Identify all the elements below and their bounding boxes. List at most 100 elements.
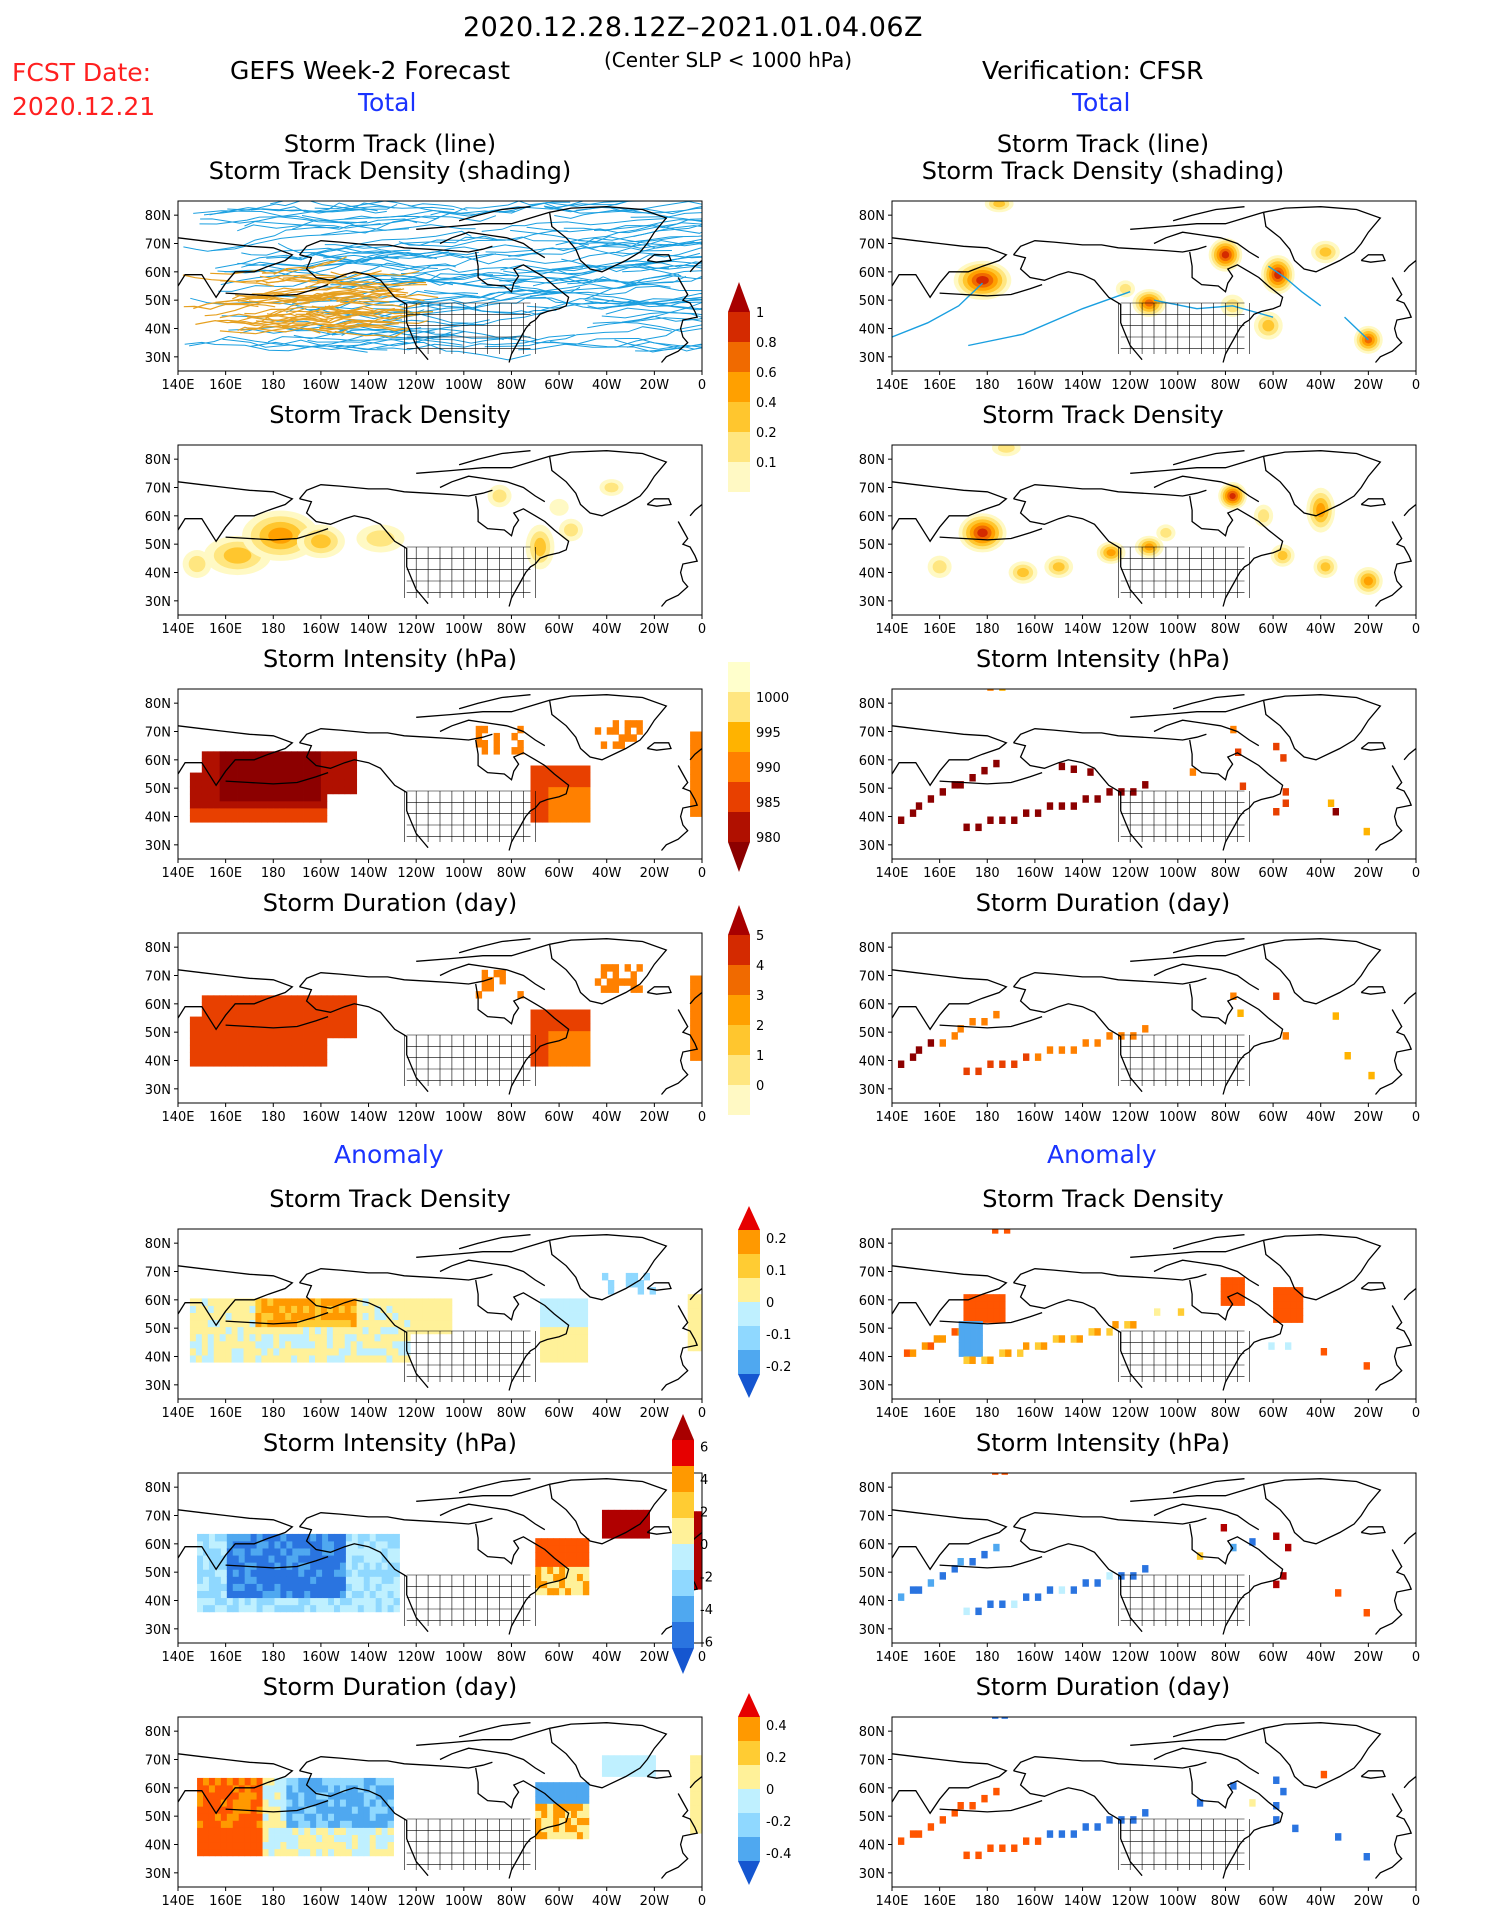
colorbar-duration-anom: 0.4 0.2 0 -0.2 -0.4: [728, 1673, 818, 1915]
lon-tick-label: 0: [698, 378, 706, 393]
lat-tick-label: 40N: [145, 1839, 171, 1854]
lat-tick-label: 40N: [859, 811, 885, 826]
lon-tick-label: 20W: [1354, 1406, 1384, 1421]
lon-tick-label: 120W: [397, 1406, 435, 1421]
lat-tick-label: 50N: [145, 294, 171, 309]
lon-tick-label: 120W: [1111, 1110, 1149, 1125]
right-track-title-density: Storm Track Density (shading): [921, 157, 1285, 185]
right-track-title-line: Storm Track (line): [996, 130, 1210, 158]
lon-tick-label: 140W: [350, 1406, 388, 1421]
lat-tick-label: 60N: [859, 510, 885, 525]
lon-tick-label: 40W: [1306, 622, 1336, 637]
lon-tick-label: 80W: [1211, 378, 1241, 393]
lat-tick-label: 80N: [145, 453, 171, 468]
lon-tick-label: 180: [261, 378, 286, 393]
lon-tick-label: 160E: [209, 378, 242, 393]
fcst-date-label: FCST Date:: [12, 58, 152, 87]
lon-tick-label: 20W: [640, 378, 670, 393]
lon-tick-label: 160W: [302, 622, 340, 637]
lon-tick-label: 160E: [209, 1110, 242, 1125]
lon-tick-label: 160W: [1016, 1894, 1054, 1909]
lon-tick-label: 180: [261, 1406, 286, 1421]
lon-tick-label: 80W: [497, 378, 527, 393]
lon-tick-label: 160W: [302, 866, 340, 881]
lat-tick-label: 30N: [145, 1379, 171, 1394]
lon-tick-label: 180: [975, 378, 1000, 393]
lat-tick-label: 50N: [859, 782, 885, 797]
lat-tick-label: 80N: [859, 941, 885, 956]
lon-tick-label: 160W: [1016, 1110, 1054, 1125]
lat-tick-label: 40N: [145, 1351, 171, 1366]
colorbar-tick-label: 985: [756, 796, 781, 811]
lon-tick-label: 0: [1412, 378, 1420, 393]
lon-tick-label: 120W: [397, 1110, 435, 1125]
colorbar-density-anom: 0.2 0.1 0 -0.1 -0.2: [728, 1186, 818, 1428]
lat-tick-label: 50N: [859, 1810, 885, 1825]
colorbar-tick-label: -0.4: [766, 1847, 791, 1862]
lat-tick-label: 30N: [145, 839, 171, 854]
colorbar-tick-label: -6: [700, 1636, 713, 1651]
colorbar-intensity-total: 1000 995 990 985 980: [718, 642, 808, 902]
lat-tick-label: 70N: [859, 238, 885, 253]
lat-tick-label: 70N: [145, 726, 171, 741]
lat-tick-label: 70N: [859, 1510, 885, 1525]
lat-tick-label: 50N: [145, 1026, 171, 1041]
forecast-period: 2020.12.28.12Z–2021.01.04.06Z: [463, 12, 924, 43]
colorbar-tick-label: 0.8: [756, 336, 777, 351]
colorbar-tick-label: -0.2: [766, 1815, 791, 1830]
lon-tick-label: 20W: [640, 1110, 670, 1125]
lat-tick-label: 50N: [145, 1322, 171, 1337]
lat-tick-label: 80N: [859, 453, 885, 468]
lat-tick-label: 80N: [145, 941, 171, 956]
lon-tick-label: 160E: [923, 378, 956, 393]
lon-tick-label: 40W: [592, 1650, 622, 1665]
map-left-density: 140E 160E 180 160W 140W 120W 100W 80W 60W 40W 20W 0…: [130, 437, 734, 647]
lon-tick-label: 0: [1412, 1894, 1420, 1909]
lon-tick-label: 140E: [875, 1110, 908, 1125]
lat-tick-label: 60N: [145, 998, 171, 1013]
lat-tick-label: 60N: [145, 754, 171, 769]
lon-tick-label: 140W: [1064, 1406, 1102, 1421]
lon-tick-label: 140W: [1064, 378, 1102, 393]
colorbar-tick-label: 2: [700, 1506, 708, 1521]
lon-tick-label: 140W: [350, 866, 388, 881]
lon-tick-label: 80W: [1211, 866, 1241, 881]
lon-tick-label: 160E: [209, 622, 242, 637]
colorbar-tick-label: 995: [756, 726, 781, 741]
lon-tick-label: 80W: [497, 1110, 527, 1125]
lon-tick-label: 40W: [1306, 866, 1336, 881]
lon-tick-label: 120W: [397, 1894, 435, 1909]
lon-tick-label: 20W: [640, 1406, 670, 1421]
colorbar-tick-label: 0.2: [756, 426, 777, 441]
colorbar-tick-label: 1: [756, 1049, 764, 1064]
lon-tick-label: 140E: [161, 378, 194, 393]
colorbar-tick-label: 5: [756, 929, 764, 944]
lon-tick-label: 140E: [875, 378, 908, 393]
fcst-date-value: 2020.12.21: [12, 92, 156, 121]
lon-tick-label: 40W: [1306, 1650, 1336, 1665]
lat-tick-label: 40N: [859, 1839, 885, 1854]
lon-tick-label: 160W: [302, 1110, 340, 1125]
lon-tick-label: 80W: [497, 1406, 527, 1421]
lat-tick-label: 80N: [145, 697, 171, 712]
lon-tick-label: 60W: [1258, 1406, 1288, 1421]
lon-tick-label: 60W: [1258, 1650, 1288, 1665]
lat-tick-label: 40N: [859, 567, 885, 582]
colorbar-tick-label: 0: [766, 1783, 774, 1798]
lon-tick-label: 160E: [923, 1110, 956, 1125]
lon-tick-label: 0: [1412, 1650, 1420, 1665]
lon-tick-label: 100W: [1159, 1650, 1197, 1665]
lon-tick-label: 120W: [1111, 1894, 1149, 1909]
lat-tick-label: 40N: [145, 323, 171, 338]
lat-tick-label: 60N: [145, 1538, 171, 1553]
lon-tick-label: 40W: [592, 1110, 622, 1125]
right-anom-intensity-title: Storm Intensity (hPa): [976, 1429, 1230, 1457]
lat-tick-label: 80N: [145, 1481, 171, 1496]
lon-tick-label: 0: [1412, 622, 1420, 637]
right-anom-duration-title: Storm Duration (day): [975, 1673, 1231, 1701]
lon-tick-label: 60W: [544, 378, 574, 393]
lat-tick-label: 40N: [145, 811, 171, 826]
lon-tick-label: 120W: [397, 866, 435, 881]
left-total-label: Total: [358, 88, 417, 117]
map-right-duration: 140E 160E 180 160W 140W 120W 100W 80W 60W 40W 20W 0…: [844, 925, 1448, 1135]
